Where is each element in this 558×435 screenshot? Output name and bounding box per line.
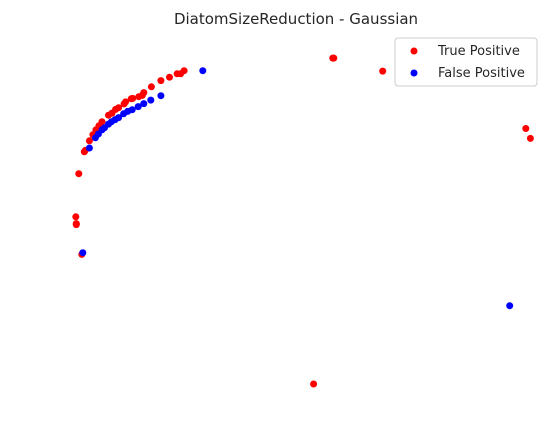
legend-marker-false-positive — [410, 69, 418, 77]
legend-label-true-positive: True Positive — [437, 44, 520, 59]
point-false-positive-15 — [134, 103, 142, 111]
point-false-positive-17 — [147, 96, 155, 104]
point-true-positive-18 — [120, 100, 128, 108]
chart-title: DiatomSizeReduction - Gaussian — [174, 10, 418, 28]
point-false-positive-18 — [157, 92, 165, 100]
point-false-positive-14 — [128, 106, 136, 114]
point-true-positive-14 — [135, 93, 143, 101]
point-true-positive-31 — [72, 213, 80, 221]
point-true-positive-8 — [173, 70, 181, 78]
legend-label-false-positive: False Positive — [438, 66, 525, 81]
point-true-positive-22 — [105, 111, 112, 119]
point-false-positive-3 — [85, 144, 93, 152]
point-true-positive-16 — [127, 95, 135, 103]
point-false-positive-11 — [115, 114, 123, 122]
point-false-positive-2 — [79, 249, 87, 257]
point-true-positive-10 — [157, 77, 165, 85]
legend-marker-true-positive — [410, 47, 418, 55]
point-true-positive-4 — [526, 134, 534, 142]
point-false-positive-16 — [140, 100, 148, 108]
point-true-positive-3 — [522, 125, 530, 132]
legend: True Positive False Positive — [394, 37, 538, 87]
point-false-positive-1 — [506, 302, 514, 310]
point-true-positive-30 — [75, 170, 83, 178]
point-true-positive-33 — [72, 221, 80, 229]
point-true-positive-9 — [166, 73, 173, 81]
plot-area — [72, 54, 534, 388]
point-true-positive-27 — [85, 137, 93, 145]
point-true-positive-29 — [80, 148, 88, 156]
legend-box — [394, 37, 538, 87]
point-false-positive-0 — [199, 67, 207, 75]
point-true-positive-5 — [310, 380, 318, 388]
point-true-positive-11 — [147, 83, 155, 91]
point-true-positive-2 — [379, 67, 387, 75]
point-true-positive-1 — [330, 54, 338, 62]
